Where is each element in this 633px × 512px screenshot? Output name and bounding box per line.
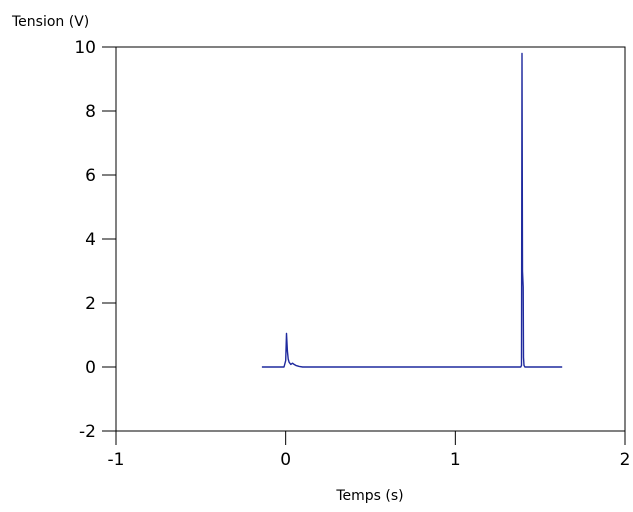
y-tick-label: 6 [85,166,96,186]
y-tick-label: 10 [74,38,96,58]
y-tick-label: -2 [79,422,96,442]
x-tick-label: 2 [620,450,631,470]
x-axis-label: Temps (s) [335,488,403,504]
x-axis-ticks: -1 0 1 2 [108,431,631,470]
series-layer [261,52,563,368]
x-tick-label: -1 [108,450,125,470]
plot-frame [115,46,626,432]
y-axis-ticks: -2 0 2 4 6 8 10 [74,38,116,442]
y-tick-label: 8 [85,102,96,122]
x-tick-label: 0 [280,450,291,470]
y-tick-label: 0 [85,358,96,378]
y-tick-label: 2 [85,294,96,314]
series-line [261,52,563,368]
y-axis-label: Tension (V) [11,14,89,30]
y-tick-label: 4 [85,230,96,250]
x-tick-label: 1 [450,450,461,470]
